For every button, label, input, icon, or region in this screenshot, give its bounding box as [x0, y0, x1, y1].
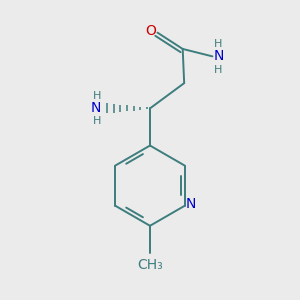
Text: H: H	[214, 39, 222, 49]
Text: H: H	[93, 116, 101, 126]
Text: H: H	[214, 65, 222, 75]
Text: N: N	[91, 101, 101, 116]
Text: N: N	[214, 50, 224, 63]
Text: N: N	[186, 197, 196, 211]
Text: O: O	[146, 24, 156, 38]
Text: CH₃: CH₃	[137, 258, 163, 272]
Text: H: H	[93, 91, 101, 101]
